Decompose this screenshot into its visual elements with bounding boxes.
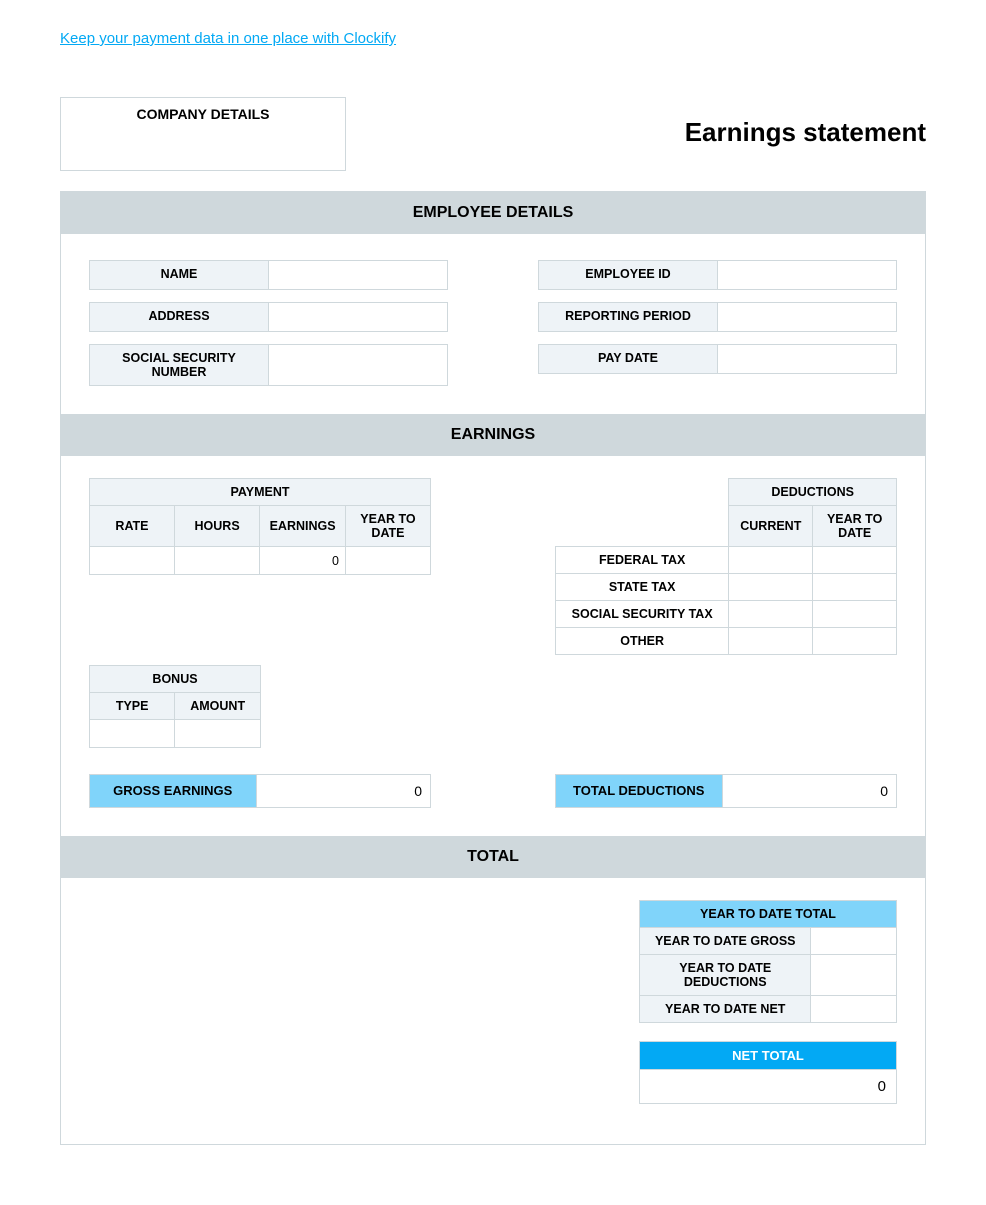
table-row: YEAR TO DATE NET	[640, 996, 897, 1023]
address-label: ADDRESS	[89, 302, 269, 332]
deduction-ytd-cell[interactable]	[813, 547, 897, 574]
bonus-wrap: BONUS TYPE AMOUNT	[89, 665, 448, 748]
ytd-total-table: YEAR TO DATE TOTAL YEAR TO DATE GROSS YE…	[639, 900, 897, 1023]
deductions-empty-cell	[556, 506, 729, 547]
earnings-top-row: PAYMENT RATE HOURS EARNINGS YEAR TO DATE…	[89, 478, 897, 748]
deduction-current-cell[interactable]	[729, 628, 813, 655]
bonus-title: BONUS	[90, 666, 261, 693]
employee-details-right-col: EMPLOYEE ID REPORTING PERIOD PAY DATE	[538, 260, 897, 386]
payment-ytd-cell[interactable]	[345, 547, 430, 575]
payment-col-hours: HOURS	[174, 506, 259, 547]
deduction-current-cell[interactable]	[729, 547, 813, 574]
payment-table: PAYMENT RATE HOURS EARNINGS YEAR TO DATE…	[89, 478, 431, 575]
deductions-title: DEDUCTIONS	[729, 479, 897, 506]
earnings-right-col: DEDUCTIONS CURRENT YEAR TO DATE FEDERAL …	[538, 478, 897, 655]
ytd-net-value[interactable]	[811, 996, 897, 1023]
table-row: FEDERAL TAX	[556, 547, 897, 574]
field-row: EMPLOYEE ID	[538, 260, 897, 290]
statement-container: EMPLOYEE DETAILS NAME ADDRESS SOCIAL SEC…	[60, 191, 926, 1145]
ssn-value[interactable]	[269, 344, 448, 386]
table-row: SOCIAL SECURITY TAX	[556, 601, 897, 628]
ssn-label: SOCIAL SECURITY NUMBER	[89, 344, 269, 386]
payment-col-earnings: EARNINGS	[260, 506, 346, 547]
employee-id-label: EMPLOYEE ID	[538, 260, 718, 290]
payment-col-ytd: YEAR TO DATE	[345, 506, 430, 547]
deduction-label: SOCIAL SECURITY TAX	[556, 601, 729, 628]
bonus-col-amount: AMOUNT	[175, 693, 261, 720]
ytd-deductions-value[interactable]	[811, 955, 897, 996]
deductions-col-ytd: YEAR TO DATE	[813, 506, 897, 547]
ytd-gross-value[interactable]	[811, 928, 897, 955]
field-row: SOCIAL SECURITY NUMBER	[89, 344, 448, 386]
deductions-empty-cell	[556, 479, 729, 506]
bonus-amount-cell[interactable]	[175, 720, 261, 748]
net-total-value: 0	[639, 1070, 897, 1104]
bonus-type-cell[interactable]	[90, 720, 175, 748]
total-deductions-wrap: TOTAL DEDUCTIONS 0	[538, 774, 897, 808]
net-total-label: NET TOTAL	[639, 1041, 897, 1070]
field-row: ADDRESS	[89, 302, 448, 332]
field-row: REPORTING PERIOD	[538, 302, 897, 332]
table-row: OTHER	[556, 628, 897, 655]
table-row: YEAR TO DATE DEDUCTIONS	[640, 955, 897, 996]
employee-details-left-col: NAME ADDRESS SOCIAL SECURITY NUMBER	[89, 260, 448, 386]
payment-title: PAYMENT	[90, 479, 431, 506]
total-deductions-label: TOTAL DEDUCTIONS	[555, 774, 723, 808]
total-header: TOTAL	[61, 836, 925, 878]
pay-date-label: PAY DATE	[538, 344, 718, 374]
earnings-body: PAYMENT RATE HOURS EARNINGS YEAR TO DATE…	[61, 456, 925, 836]
deductions-col-current: CURRENT	[729, 506, 813, 547]
ytd-net-label: YEAR TO DATE NET	[640, 996, 811, 1023]
earnings-summary-row: GROSS EARNINGS 0 TOTAL DEDUCTIONS 0	[89, 774, 897, 808]
header-row: COMPANY DETAILS Earnings statement	[60, 97, 926, 171]
ytd-total-title: YEAR TO DATE TOTAL	[640, 901, 897, 928]
bonus-table: BONUS TYPE AMOUNT	[89, 665, 261, 748]
name-value[interactable]	[269, 260, 448, 290]
address-value[interactable]	[269, 302, 448, 332]
ytd-deductions-label: YEAR TO DATE DEDUCTIONS	[640, 955, 811, 996]
document-title: Earnings statement	[685, 117, 926, 148]
deduction-ytd-cell[interactable]	[813, 628, 897, 655]
name-label: NAME	[89, 260, 269, 290]
payment-hours-cell[interactable]	[174, 547, 259, 575]
ytd-gross-label: YEAR TO DATE GROSS	[640, 928, 811, 955]
payment-col-rate: RATE	[90, 506, 175, 547]
total-body: YEAR TO DATE TOTAL YEAR TO DATE GROSS YE…	[61, 878, 925, 1144]
payment-rate-cell[interactable]	[90, 547, 175, 575]
table-row	[90, 720, 261, 748]
gross-earnings-wrap: GROSS EARNINGS 0	[89, 774, 448, 808]
earnings-header: EARNINGS	[61, 414, 925, 456]
deduction-ytd-cell[interactable]	[813, 574, 897, 601]
table-row: YEAR TO DATE GROSS	[640, 928, 897, 955]
payment-earnings-cell[interactable]: 0	[260, 547, 346, 575]
reporting-period-value[interactable]	[718, 302, 897, 332]
table-row: 0	[90, 547, 431, 575]
gross-earnings-label: GROSS EARNINGS	[89, 774, 257, 808]
employee-details-header: EMPLOYEE DETAILS	[61, 192, 925, 234]
company-details-box: COMPANY DETAILS	[60, 97, 346, 171]
earnings-left-col: PAYMENT RATE HOURS EARNINGS YEAR TO DATE…	[89, 478, 448, 748]
deduction-label: FEDERAL TAX	[556, 547, 729, 574]
deduction-current-cell[interactable]	[729, 574, 813, 601]
deduction-ytd-cell[interactable]	[813, 601, 897, 628]
bonus-col-type: TYPE	[90, 693, 175, 720]
employee-details-body: NAME ADDRESS SOCIAL SECURITY NUMBER EMPL…	[61, 234, 925, 414]
pay-date-value[interactable]	[718, 344, 897, 374]
deductions-table: DEDUCTIONS CURRENT YEAR TO DATE FEDERAL …	[555, 478, 897, 655]
field-row: NAME	[89, 260, 448, 290]
deduction-current-cell[interactable]	[729, 601, 813, 628]
reporting-period-label: REPORTING PERIOD	[538, 302, 718, 332]
employee-id-value[interactable]	[718, 260, 897, 290]
gross-earnings-value: 0	[257, 774, 432, 808]
totals-column: YEAR TO DATE TOTAL YEAR TO DATE GROSS YE…	[639, 900, 897, 1104]
deduction-label: STATE TAX	[556, 574, 729, 601]
table-row: STATE TAX	[556, 574, 897, 601]
promo-link[interactable]: Keep your payment data in one place with…	[60, 30, 396, 47]
total-deductions-value: 0	[723, 774, 898, 808]
deduction-label: OTHER	[556, 628, 729, 655]
field-row: PAY DATE	[538, 344, 897, 374]
